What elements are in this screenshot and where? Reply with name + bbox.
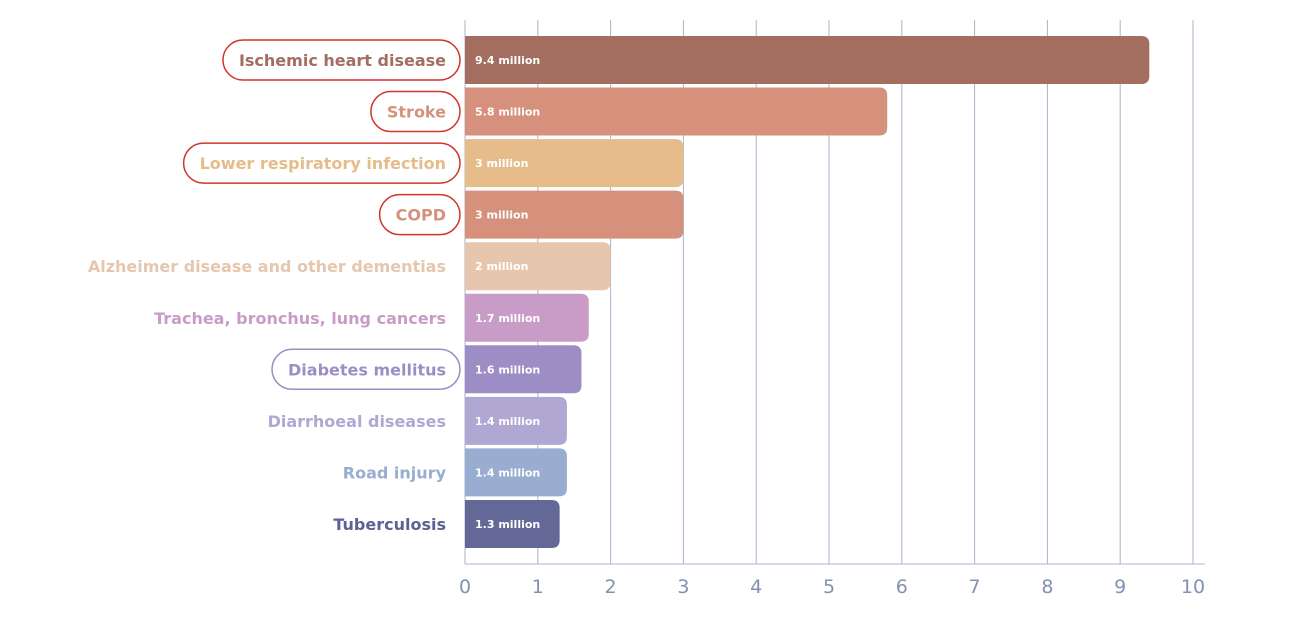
bar-value-label: 3 million	[475, 209, 528, 222]
bar	[465, 448, 567, 497]
bar	[465, 36, 1150, 84]
x-tick-label: 3	[677, 576, 689, 598]
bar	[465, 396, 567, 445]
bar-value-label: 1.6 million	[475, 363, 540, 376]
bar-value-label: 1.4 million	[475, 415, 540, 428]
bar-value-label: 1.3 million	[475, 518, 540, 531]
highlight-outline	[271, 348, 461, 391]
bar	[465, 345, 582, 394]
category-label: Diarrhoeal diseases	[268, 412, 446, 431]
x-tick-label: 7	[969, 576, 981, 598]
category-label: Tuberculosis	[333, 515, 446, 534]
highlight-outline	[378, 193, 461, 236]
category-label: Stroke	[387, 103, 446, 122]
bar	[465, 87, 888, 136]
category-label: Road injury	[343, 463, 447, 482]
category-label: Lower respiratory infection	[200, 154, 446, 173]
bar-value-label: 5.8 million	[475, 106, 540, 119]
bar-value-label: 2 million	[475, 260, 528, 273]
category-label: Trachea, bronchus, lung cancers	[154, 309, 446, 328]
x-tick-label: 9	[1114, 576, 1126, 598]
category-label: Ischemic heart disease	[239, 51, 446, 70]
highlight-outline	[182, 142, 461, 184]
bar	[465, 499, 560, 548]
bar-value-label: 1.4 million	[475, 466, 540, 479]
x-tick-label: 4	[750, 576, 762, 598]
category-label: Alzheimer disease and other dementias	[88, 257, 446, 276]
highlight-outline	[370, 90, 461, 133]
x-axis: 0 1 2 3 4 5 6 7 8 9 10	[459, 563, 1205, 598]
x-tick-label: 2	[605, 576, 617, 598]
bar-value-label: 9.4 million	[475, 54, 540, 67]
highlight-outline	[222, 39, 461, 81]
x-tick-label: 10	[1181, 576, 1205, 598]
bar-value-label: 1.7 million	[475, 312, 540, 325]
category-label: Diabetes mellitus	[288, 360, 446, 379]
bar	[465, 242, 611, 291]
x-tick-label: 5	[823, 576, 835, 598]
bar-value-label: 3 million	[475, 157, 528, 170]
x-tick-label: 1	[532, 576, 544, 598]
bars: 9.4 million 5.8 million 3 million 3 million…	[465, 36, 1150, 548]
bar	[465, 293, 589, 342]
bar	[465, 139, 684, 188]
x-tick-label: 8	[1041, 576, 1053, 598]
category-labels: Ischemic heart disease Stroke Lower respir…	[88, 39, 461, 534]
x-tick-label: 0	[459, 576, 471, 598]
category-label: COPD	[396, 206, 446, 225]
x-tick-label: 6	[896, 576, 908, 598]
bar	[465, 190, 684, 239]
